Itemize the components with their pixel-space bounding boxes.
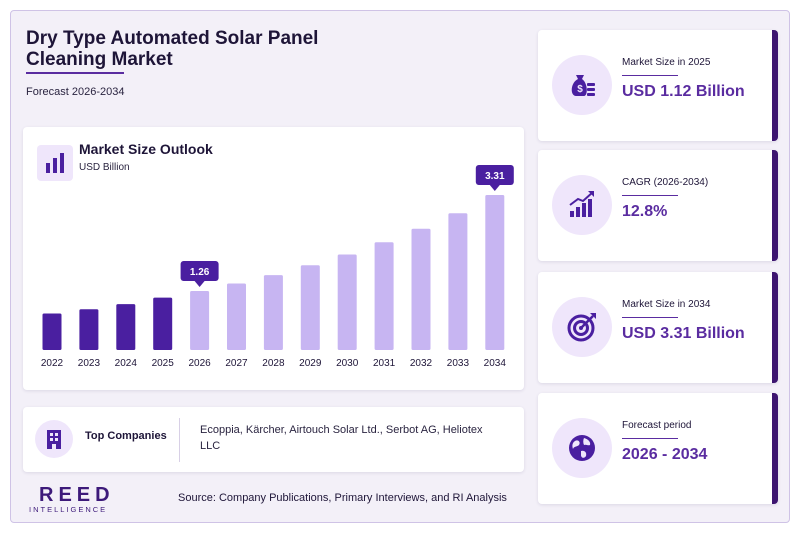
x-tick-label: 2027 (225, 358, 248, 369)
data-label-text: 3.31 (485, 171, 505, 182)
bar-2032 (411, 228, 431, 350)
top-companies-label: Top Companies (85, 430, 167, 442)
kpi-card-forecast-period: Forecast period 2026 - 2034 (538, 393, 778, 504)
bar-chart-icon (46, 153, 64, 173)
companies-icon-box (35, 420, 73, 458)
x-tick-label: 2032 (410, 358, 433, 369)
logo-wordmark: REED (39, 484, 115, 506)
building-icon (47, 430, 61, 449)
bar-2023 (79, 309, 99, 350)
x-tick-label: 2031 (373, 358, 396, 369)
kpi-icon-circle (552, 175, 612, 235)
data-label-box (475, 165, 514, 185)
bar-2028 (263, 275, 283, 350)
kpi-divider (622, 317, 678, 318)
logo-subtext: INTELLIGENCE (29, 505, 108, 514)
bar-2034 (485, 195, 505, 350)
source-note: Source: Company Publications, Primary In… (178, 492, 507, 504)
data-label-text: 1.26 (190, 267, 210, 278)
kpi-value: 2026 - 2034 (622, 446, 708, 463)
top-companies-list: Ecoppia, Kärcher, Airtouch Solar Ltd., S… (200, 424, 483, 452)
bar-2026 (190, 291, 210, 350)
x-tick-label: 2034 (484, 358, 507, 369)
chart-unit: USD Billion (79, 162, 130, 173)
x-tick-label: 2029 (299, 358, 322, 369)
x-tick-label: 2025 (152, 358, 175, 369)
data-label-2026: 1.26 (180, 261, 219, 287)
bar-2024 (116, 304, 136, 350)
kpi-label: Forecast period (622, 420, 692, 431)
growth-chart-icon (569, 191, 594, 217)
money-bag-icon: $ (571, 75, 595, 96)
x-tick-label: 2030 (336, 358, 359, 369)
kpi-divider (622, 195, 678, 196)
chart-title: Market Size Outlook (79, 141, 213, 157)
x-tick-label: 2033 (447, 358, 470, 369)
kpi-icon-circle (552, 418, 612, 478)
data-label-pointer (194, 280, 205, 287)
data-label-2034: 3.31 (475, 165, 514, 191)
kpi-label: Market Size in 2025 (622, 57, 711, 68)
kpi-card-market-size-2025: $ Market Size in 2025 USD 1.12 Billion (538, 30, 778, 141)
market-size-chart: 2022 2023 2024 2025 2026 1.26 2027 2028 2029 2030… (41, 165, 514, 369)
x-tick-label: 2028 (262, 358, 285, 369)
x-tick-label: 2022 (41, 358, 64, 369)
page-title: Dry Type Automated Solar Panel Cleaning … (26, 28, 319, 70)
bar-2030 (337, 254, 357, 350)
x-tick-label: 2026 (188, 358, 211, 369)
bar-2029 (300, 265, 320, 350)
x-tick-label: 2024 (115, 358, 138, 369)
kpi-card-market-size-2034: Market Size in 2034 USD 3.31 Billion (538, 272, 778, 383)
page-subtitle: Forecast 2026-2034 (26, 86, 125, 98)
kpi-icon-circle: $ (552, 55, 612, 115)
bar-2025 (153, 297, 173, 350)
data-label-pointer (489, 185, 500, 191)
chart-card: 2022 2023 2024 2025 2026 1.26 2027 2028 2029 2030… (23, 127, 524, 390)
kpi-icon-circle (552, 297, 612, 357)
x-tick-label: 2023 (78, 358, 101, 369)
kpi-value: 12.8% (622, 203, 668, 220)
svg-text:$: $ (577, 84, 583, 95)
kpi-divider (622, 438, 678, 439)
bar-2022 (42, 313, 62, 350)
bar-2027 (227, 283, 246, 350)
kpi-card-cagr: CAGR (2026-2034) 12.8% (538, 150, 778, 261)
kpi-divider (622, 75, 678, 76)
kpi-label: Market Size in 2034 (622, 299, 711, 310)
data-label-box (180, 261, 219, 281)
top-companies-card: Top Companies Ecoppia, Kärcher, Airtouch… (23, 407, 524, 472)
globe-icon (569, 435, 595, 461)
target-icon (567, 313, 596, 342)
title-underline (26, 72, 124, 74)
bar-2031 (374, 242, 394, 350)
kpi-value: USD 3.31 Billion (622, 325, 745, 342)
kpi-value: USD 1.12 Billion (622, 83, 745, 100)
bar-2033 (448, 213, 468, 350)
kpi-label: CAGR (2026-2034) (622, 177, 709, 188)
companies-divider (179, 418, 180, 462)
chart-icon-box (37, 145, 73, 181)
